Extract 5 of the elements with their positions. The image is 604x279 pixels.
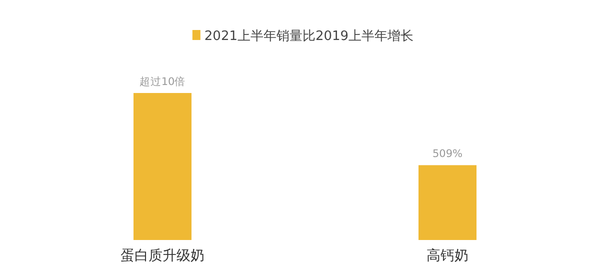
x-tick-label: 蛋白质升级奶: [120, 248, 204, 264]
data-label: 超过10倍: [139, 75, 186, 88]
legend-label: 2021上半年销量比2019上半年增长: [204, 29, 414, 44]
x-tick-label: 高钙奶: [426, 248, 468, 264]
data-label: 509%: [432, 148, 463, 160]
